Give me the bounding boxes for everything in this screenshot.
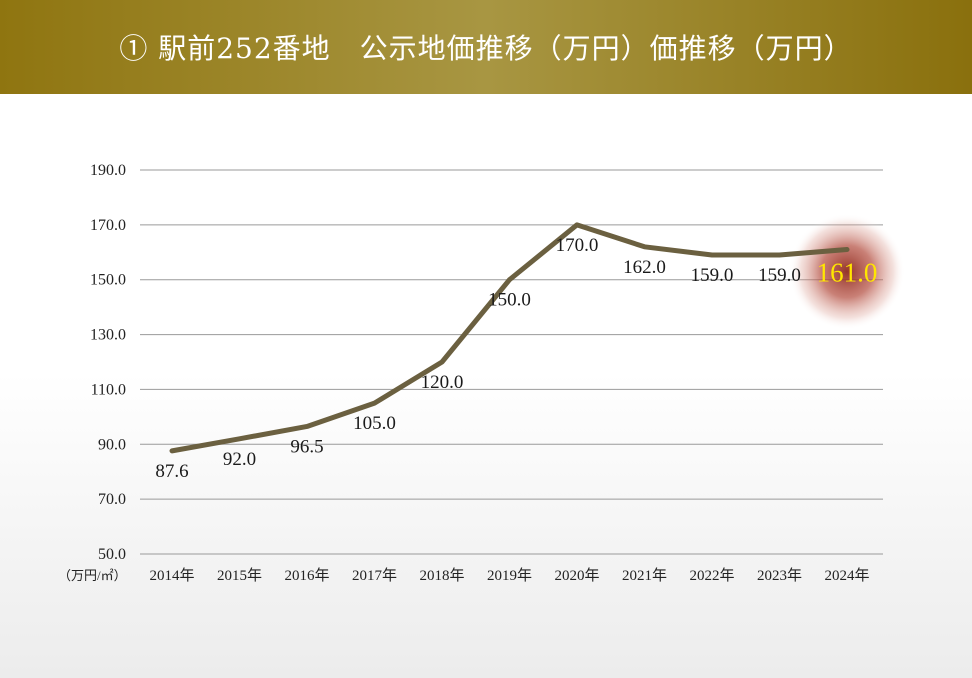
x-axis-ticks: 2014年 2015年 2016年 2017年 2018年 2019年 2020年 2021年… [149,567,869,584]
y-tick-label: 110.0 [91,381,126,398]
data-point [441,361,443,363]
data-point [576,224,578,226]
chart-title: ① 駅前252番地 公示地価推移（万円）価推移（万円） [119,32,853,65]
data-point [846,249,848,251]
grid-lines [140,169,883,555]
x-tick-label: 2014年 [149,567,194,584]
series-line [169,222,850,454]
data-point [306,425,308,427]
data-point [644,246,645,248]
data-label: 162.0 [623,257,666,278]
title-bar: ① 駅前252番地 公示地価推移（万円）価推移（万円） [0,0,972,94]
y-tick-label: 130.0 [90,327,126,344]
data-label: 159.0 [691,265,734,286]
data-label: 92.0 [223,449,256,470]
data-label: 96.5 [290,436,323,457]
data-point [509,279,510,281]
data-label: 105.0 [353,413,396,434]
y-tick-label: 70.0 [98,491,126,508]
x-tick-label: 2023年 [757,567,802,584]
x-tick-label: 2019年 [487,567,532,584]
x-tick-label: 2020年 [554,567,599,584]
x-tick-label: 2015年 [217,567,262,584]
data-point [779,254,780,256]
series-line-layer [169,222,850,454]
y-tick-label: 190.0 [90,162,126,179]
x-tick-label: 2022年 [689,567,734,584]
y-tick-label: 90.0 [98,436,126,453]
y-axis-ticks: 50.0 70.0 90.0 110.0 130.0 150.0 170.0 190.0 [90,162,126,563]
highlight-glow [789,213,905,330]
x-tick-label: 2016年 [284,567,329,584]
x-tick-label: 2024年 [824,567,869,584]
data-point [374,402,375,404]
data-point [239,438,240,440]
data-label: 120.0 [421,372,464,393]
data-label: 159.0 [758,265,801,286]
data-point [171,450,173,452]
y-tick-label: 50.0 [98,546,126,563]
data-label: 170.0 [556,235,599,256]
x-tick-label: 2021年 [622,567,667,584]
x-tick-label: 2018年 [419,567,464,584]
unit-label: （万円/㎡） [58,568,127,583]
x-tick-label: 2017年 [352,567,397,584]
data-point [711,254,713,256]
data-labels: 87.6 92.0 96.5 105.0 120.0 150.0 170.0 162.0 159… [155,235,877,482]
data-label: 87.6 [155,461,188,482]
y-tick-label: 170.0 [90,217,126,234]
data-label-highlight: 161.0 [817,258,878,288]
highlight-glow-circle [789,213,905,330]
y-tick-label: 150.0 [90,272,126,289]
data-label: 150.0 [488,290,531,311]
